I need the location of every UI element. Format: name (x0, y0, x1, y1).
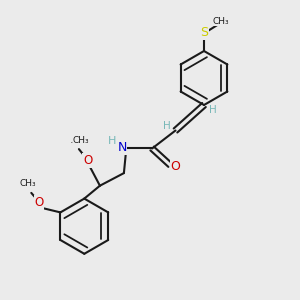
Text: O: O (34, 196, 44, 209)
Text: CH₃: CH₃ (73, 136, 90, 145)
Text: O: O (83, 154, 92, 167)
Text: H: H (208, 105, 216, 116)
Text: methoxy: methoxy (71, 142, 77, 143)
Text: S: S (200, 26, 208, 40)
Text: CH₃: CH₃ (20, 179, 37, 188)
Text: O: O (171, 160, 180, 173)
Text: H: H (108, 136, 117, 146)
Text: CH₃: CH₃ (212, 16, 229, 26)
Text: N: N (117, 141, 127, 154)
Text: H: H (163, 121, 171, 131)
